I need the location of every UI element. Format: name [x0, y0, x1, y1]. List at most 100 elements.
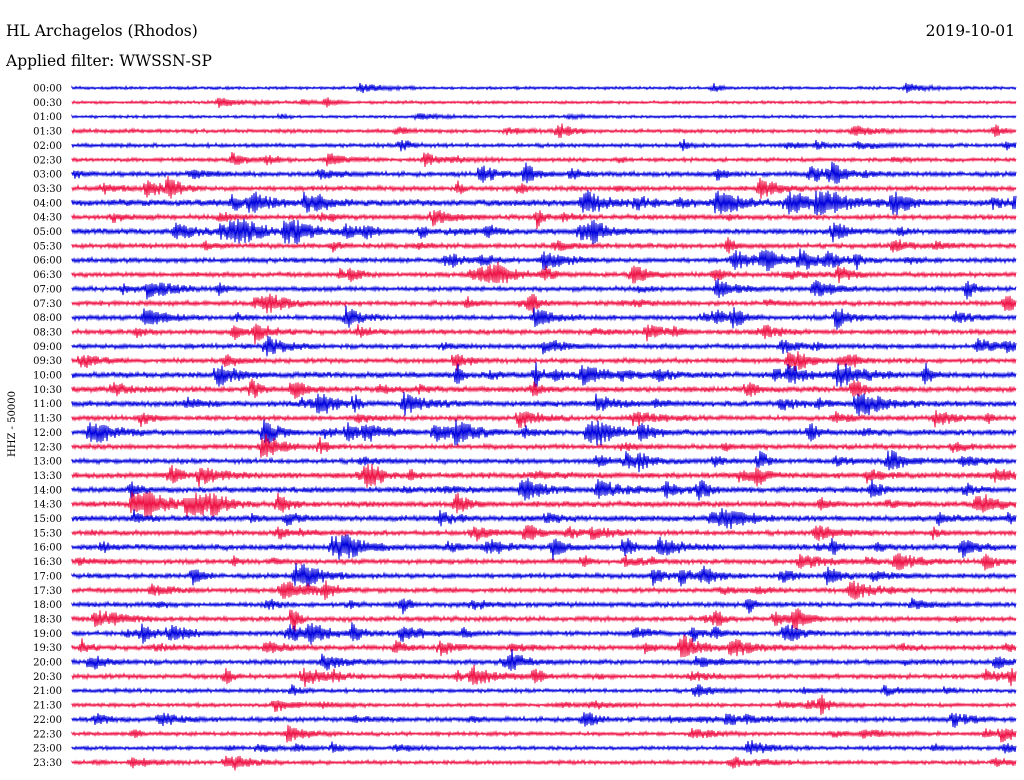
- trace-row: [71, 112, 1017, 122]
- time-tick-label: 10:30: [33, 385, 62, 396]
- trace-row: [71, 684, 1017, 698]
- time-tick-label: 21:00: [33, 686, 62, 697]
- time-tick-label: 08:30: [33, 327, 62, 338]
- time-tick-label: 06:30: [33, 270, 62, 281]
- time-tick-label: 20:00: [33, 658, 62, 669]
- time-tick-label: 22:30: [33, 729, 62, 740]
- trace-row: [71, 152, 1017, 168]
- time-tick-label: 05:30: [33, 241, 62, 252]
- trace-row: [71, 261, 1017, 284]
- time-tick-label: 01:00: [33, 112, 62, 123]
- time-tick-label: 13:00: [33, 457, 62, 468]
- trace-row: [71, 161, 1017, 184]
- trace-row: [71, 755, 1017, 771]
- trace-row: [71, 478, 1017, 501]
- trace-row: [71, 123, 1017, 138]
- trace-row: [71, 176, 1017, 199]
- time-tick-label: 01:30: [33, 127, 62, 138]
- time-tick-label: 11:30: [33, 414, 62, 425]
- trace-row: [71, 563, 1017, 587]
- time-tick-label: 18:30: [33, 614, 62, 625]
- trace-row: [71, 463, 1017, 488]
- time-tick-label: 02:30: [33, 155, 62, 166]
- trace-row: [71, 622, 1017, 645]
- trace-row: [71, 712, 1017, 728]
- time-tick-label: 15:30: [33, 528, 62, 539]
- trace-row: [71, 410, 1017, 428]
- time-tick-label: 07:00: [33, 284, 62, 295]
- trace-row: [71, 392, 1017, 416]
- time-tick-label: 06:00: [33, 256, 62, 267]
- trace-row: [71, 724, 1017, 743]
- trace-row: [71, 210, 1017, 230]
- time-tick-label: 12:30: [33, 442, 62, 453]
- trace-row: [71, 524, 1017, 542]
- time-tick-label: 19:00: [33, 629, 62, 640]
- time-tick-label: 14:00: [33, 485, 62, 496]
- trace-row: [71, 138, 1017, 152]
- time-tick-label: 12:00: [33, 428, 62, 439]
- time-tick-label: 23:00: [33, 744, 62, 755]
- trace-row: [71, 580, 1017, 600]
- time-tick-label: 17:00: [33, 571, 62, 582]
- time-tick-label: 20:30: [33, 672, 62, 683]
- trace-row: [71, 97, 1017, 108]
- trace-row: [71, 278, 1017, 300]
- time-tick-label: 05:00: [33, 227, 62, 238]
- trace-row: [71, 378, 1017, 399]
- trace-row: [71, 237, 1017, 254]
- time-tick-label: 16:00: [33, 543, 62, 554]
- time-tick-label: 04:00: [33, 198, 62, 209]
- time-tick-label: 23:30: [33, 758, 62, 769]
- trace-row: [71, 694, 1017, 716]
- trace-row: [71, 248, 1017, 272]
- record-date: 2019-10-01: [926, 22, 1015, 40]
- trace-row: [71, 335, 1017, 357]
- trace-row: [71, 218, 1017, 245]
- trace-row: [71, 305, 1017, 330]
- trace-row: [71, 362, 1017, 388]
- trace-row: [71, 450, 1017, 473]
- time-tick-label: 16:30: [33, 557, 62, 568]
- trace-row: [71, 649, 1017, 671]
- trace-row: [71, 634, 1017, 658]
- time-tick-label: 19:30: [33, 643, 62, 654]
- time-tick-labels: 00:00 00:30 01:00 01:30 02:00 02:30 03:00 03:30…: [33, 84, 62, 769]
- trace-row: [71, 664, 1017, 688]
- trace-row: [71, 190, 1017, 216]
- trace-row: [71, 491, 1017, 518]
- time-tick-label: 18:00: [33, 600, 62, 611]
- trace-row: [71, 351, 1017, 372]
- time-tick-label: 02:00: [33, 141, 62, 152]
- time-tick-label: 09:30: [33, 356, 62, 367]
- trace-row: [71, 597, 1017, 615]
- trace-row: [71, 323, 1017, 345]
- time-tick-label: 22:00: [33, 715, 62, 726]
- time-tick-label: 03:00: [33, 170, 62, 181]
- trace-row: [71, 419, 1017, 446]
- time-tick-label: 17:30: [33, 586, 62, 597]
- trace-row: [71, 740, 1017, 755]
- channel-label: HHZ - 50000: [7, 391, 18, 457]
- station-title: HL Archagelos (Rhodos): [6, 22, 198, 40]
- trace-row: [71, 433, 1017, 458]
- trace-row: [71, 82, 1017, 94]
- time-tick-label: 15:00: [33, 514, 62, 525]
- time-tick-label: 14:30: [33, 500, 62, 511]
- trace-row: [71, 534, 1017, 561]
- trace-row: [71, 508, 1017, 530]
- trace-row: [71, 608, 1017, 632]
- time-tick-label: 03:30: [33, 184, 62, 195]
- time-tick-label: 07:30: [33, 299, 62, 310]
- trace-row: [71, 293, 1017, 314]
- trace-row: [71, 553, 1017, 571]
- time-tick-label: 00:00: [33, 84, 62, 95]
- seismic-traces: [71, 82, 1017, 771]
- time-tick-label: 13:30: [33, 471, 62, 482]
- filter-label: Applied filter: WWSSN-SP: [5, 52, 212, 70]
- time-tick-label: 04:30: [33, 213, 62, 224]
- time-tick-label: 00:30: [33, 98, 62, 109]
- time-tick-label: 11:00: [33, 399, 62, 410]
- time-tick-label: 09:00: [33, 342, 62, 353]
